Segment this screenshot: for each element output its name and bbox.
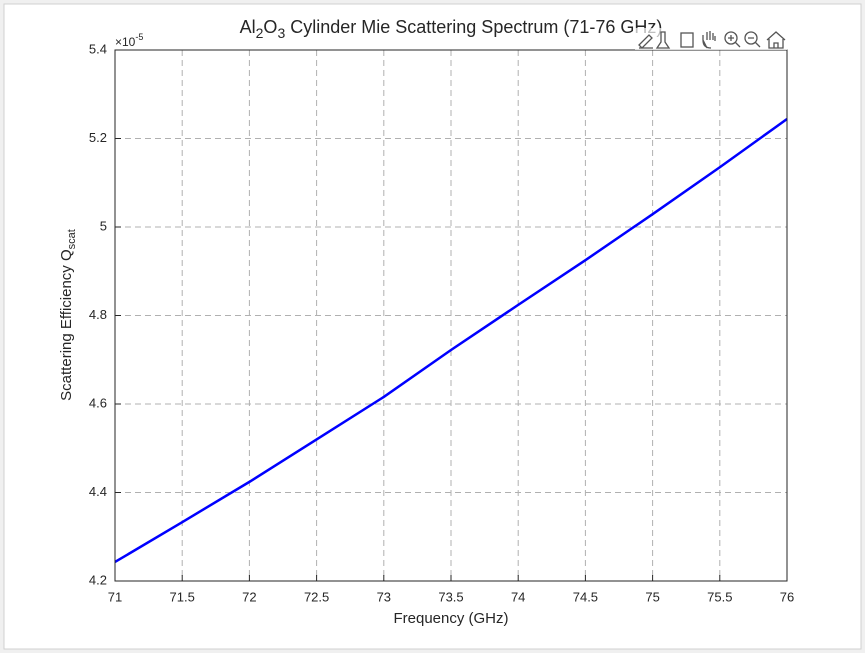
x-tick-label: 72.5 [304,589,329,604]
zoom-out-glyph [748,37,761,48]
data-tips-button[interactable] [655,31,671,49]
x-tick-label: 71 [108,589,122,604]
y-label-subscript: scat [66,229,78,249]
export-button[interactable] [680,32,694,48]
title-subscript: 2 [256,25,264,41]
x-tick-label: 73.5 [438,589,463,604]
y-exponent: -5 [135,32,143,42]
y-axis-label: Scattering Efficiency Qscat [58,229,78,401]
x-tick-label: 71.5 [170,589,195,604]
y-multiplier: ×10 [115,35,136,49]
x-axis-label: Frequency (GHz) [393,610,508,627]
y-tick-label: 4.2 [89,572,107,587]
x-tick-label: 74.5 [573,589,598,604]
zoom-in-button[interactable] [724,31,738,45]
labels: 71 71.5 72 72.5 73 73.5 74 74.5 75 75.5 76 4.2 4.4 4.… [89,41,794,604]
y-tick-label: 4.8 [89,307,107,322]
x-tick-label: 75.5 [707,589,732,604]
x-tick-label: 72 [242,589,256,604]
plot-area [114,118,788,564]
x-tick-label: 73 [377,589,391,604]
zoom-in-glyph [728,35,741,48]
title-part: Al [240,17,256,37]
y-exponent-label: ×10-5 [115,32,143,49]
y-label-part: Scattering Efficiency Q [58,249,75,400]
data-line [114,118,788,564]
home-button[interactable] [766,31,786,49]
title-part: O [263,17,277,37]
title-part: Cylinder Mie Scattering Spectrum (71-76 … [285,17,662,37]
brush-button[interactable] [638,34,653,49]
y-tick-label: 5.4 [89,41,107,56]
y-tick-label: 5 [100,218,107,233]
x-tick-label: 74 [511,589,525,604]
grid [114,49,788,582]
zoom-out-button[interactable] [744,31,758,45]
x-tick-label: 75 [645,589,659,604]
axes-toolbar [635,28,787,50]
y-tick-label: 5.2 [89,130,107,145]
y-tick-label: 4.6 [89,395,107,410]
pan-button[interactable] [702,31,716,49]
title-subscript: 3 [277,25,285,41]
toolbar-background [635,28,787,50]
chart-title: Al2O3 Cylinder Mie Scattering Spectrum (… [240,17,663,41]
x-tick-label: 76 [780,589,794,604]
y-tick-label: 4.4 [89,484,107,499]
